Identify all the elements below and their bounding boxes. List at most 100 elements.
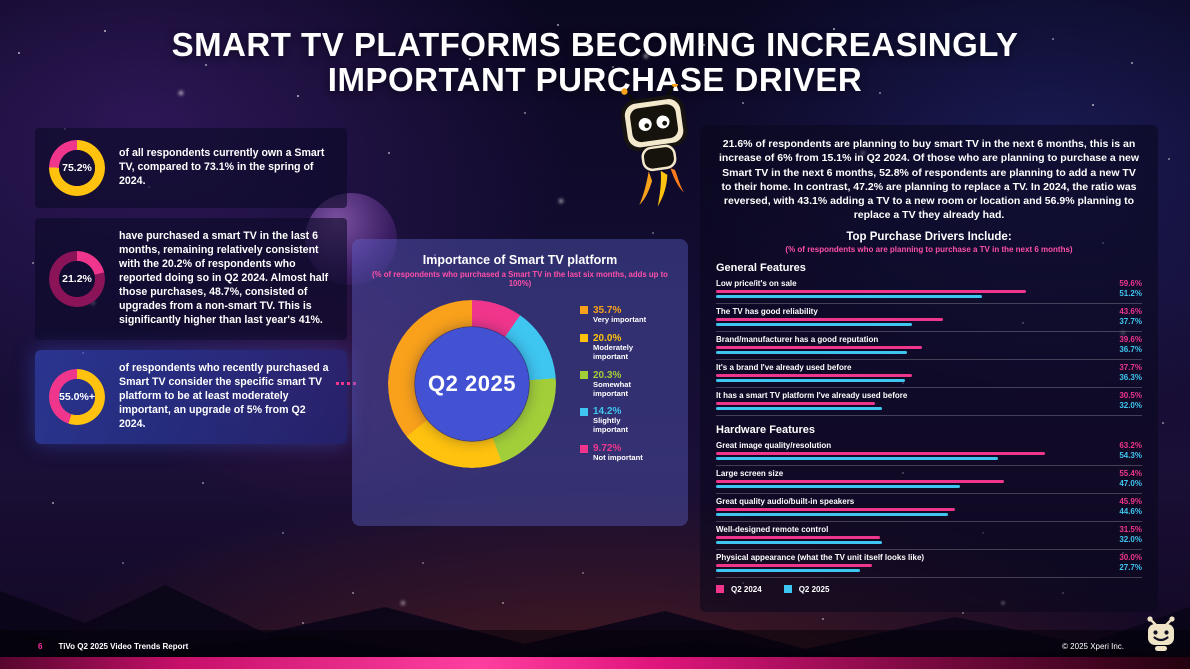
- q2-2024-legend-swatch: [716, 585, 724, 594]
- bar-item: It's a brand I've already used before 37.…: [716, 360, 1142, 388]
- intro-paragraph: 21.6% of respondents are planning to buy…: [718, 138, 1140, 222]
- bar-item-values: 30.0% 27.7%: [1119, 552, 1142, 572]
- stat-value: 55.0%+: [59, 390, 95, 403]
- bar-group-title: Hardware Features: [716, 423, 816, 436]
- bar-item-label: It's a brand I've already used before: [716, 362, 852, 372]
- page-title: SMART TV PLATFORMS BECOMING INCREASINGLY…: [0, 26, 1190, 98]
- bar-q2-2024: [716, 373, 913, 377]
- donut-chart-card: Importance of Smart TV platform (% of re…: [352, 239, 688, 526]
- bar-item-label: It has a smart TV platform I've already …: [716, 390, 908, 400]
- stat-cards: 75.2% of all respondents currently own a…: [35, 128, 347, 444]
- bar-q2-2024: [716, 507, 955, 511]
- bar-item-values: 63.2% 54.3%: [1119, 440, 1142, 460]
- purchase-drivers-panel: 21.6% of respondents are planning to buy…: [700, 125, 1158, 612]
- stat-text: of all respondents currently own a Smart…: [119, 147, 325, 187]
- bar-item-values: 59.6% 51.2%: [1119, 278, 1142, 298]
- stat-ring: [49, 250, 105, 307]
- donut-legend-value: 20.3%: [593, 369, 622, 381]
- bar-item-values: 43.6% 37.7%: [1119, 306, 1142, 326]
- tivo-robot-mascot: [620, 84, 688, 207]
- bright-stars-decoration: [0, 0, 2, 2]
- donut-legend-swatch: [580, 444, 588, 453]
- bar-q2-2025: [716, 568, 861, 572]
- donut-legend-item: 9.72% Not important: [580, 443, 657, 463]
- bar-chart: General Features Low price/it's on sale 59…: [716, 262, 1142, 578]
- donut-legend-item: 20.0% Moderately important: [580, 333, 657, 362]
- bar-item-values: 31.5% 32.0%: [1119, 524, 1142, 544]
- stat-ring: [49, 140, 105, 196]
- bar-q2-2024: [716, 451, 1045, 455]
- stat-card-purchased-last-6-months: 21.2% have purchased a smart TV in the l…: [35, 218, 347, 340]
- drivers-title: Top Purchase Drivers Include:: [846, 230, 1012, 243]
- donut-legend-label: Somewhat important: [593, 379, 631, 398]
- stat-card-own-smart-tv: 75.2% of all respondents currently own a…: [35, 128, 347, 208]
- stat-text: have purchased a smart TV in the last 6 …: [119, 230, 329, 326]
- bar-item: Large screen size 55.4% 47.0%: [716, 466, 1142, 494]
- donut-legend-value: 14.2%: [593, 406, 622, 418]
- bar-item-label: Brand/manufacturer has a good reputation: [716, 334, 879, 344]
- footer-gradient-bar: [0, 657, 1190, 669]
- q2-2025-legend-swatch: [783, 585, 792, 594]
- bar-q2-2024: [716, 479, 1004, 483]
- stat-value: 21.2%: [62, 272, 92, 285]
- donut-legend-swatch: [580, 334, 588, 343]
- stat-ring-wrap: 21.2%: [49, 250, 105, 307]
- q2-2025-legend-label: Q2 2025: [798, 584, 830, 594]
- footer: 6 TiVo Q2 2025 Video Trends Report © 202…: [0, 642, 1190, 651]
- donut-wrap: Q2 2025: [388, 300, 556, 468]
- q2-2024-legend-label: Q2 2024: [731, 584, 762, 594]
- stat-value: 75.2%: [62, 162, 92, 174]
- donut-legend-swatch: [580, 407, 588, 416]
- page-title-line2: IMPORTANT PURCHASE DRIVER: [327, 60, 863, 98]
- footer-band: [0, 630, 1190, 657]
- donut-legend-value: 20.0%: [593, 332, 622, 344]
- page-number: 6: [38, 642, 43, 651]
- bar-item-values: 37.7% 36.3%: [1119, 362, 1142, 382]
- bar-item: Low price/it's on sale 59.6% 51.2%: [716, 276, 1142, 304]
- bar-q2-2025: [716, 294, 983, 298]
- donut-legend-value: 35.7%: [593, 304, 622, 316]
- bar-q2-2025: [716, 406, 883, 410]
- bar-item-values: 30.5% 32.0%: [1119, 390, 1142, 410]
- donut-legend-label: Slightly important: [593, 416, 629, 435]
- donut-legend-item: 14.2% Slightly important: [580, 406, 657, 435]
- bar-q2-2025: [716, 378, 905, 382]
- stat-ring: [49, 368, 105, 425]
- donut-chart-subtitle: (% of respondents who purchased a Smart …: [372, 270, 668, 288]
- donut-legend-label: Moderately important: [593, 342, 634, 361]
- bar-item-label: Physical appearance (what the TV unit it…: [716, 552, 925, 562]
- bar-q2-2024: [716, 535, 880, 539]
- bar-item-label: The TV has good reliability: [716, 306, 818, 316]
- bar-item: Great image quality/resolution 63.2% 54.3%: [716, 438, 1142, 466]
- bar-q2-2024: [716, 289, 1026, 293]
- donut-legend-label: Very important: [593, 314, 647, 324]
- bar-q2-2024: [716, 317, 943, 321]
- bar-item-label: Well-designed remote control: [716, 524, 829, 534]
- copyright: © 2025 Xperi Inc.: [1062, 642, 1124, 651]
- bar-item-label: Great quality audio/built-in speakers: [716, 496, 855, 506]
- bar-q2-2025: [716, 456, 999, 460]
- bar-item: Great quality audio/built-in speakers 45.…: [716, 494, 1142, 522]
- donut-legend-item: 35.7% Very important: [580, 305, 657, 325]
- bar-q2-2024: [716, 401, 875, 405]
- donut-chart-body: Q2 2025 35.7% Very important 20.0% Moderate…: [364, 300, 676, 468]
- bar-q2-2025: [716, 540, 883, 544]
- donut-legend-item: 20.3% Somewhat important: [580, 370, 657, 399]
- bar-item-values: 55.4% 47.0%: [1119, 468, 1142, 488]
- bar-item: It has a smart TV platform I've already …: [716, 388, 1142, 416]
- stat-ring-wrap: 55.0%+: [49, 368, 105, 425]
- tivo-logo-icon: [1147, 616, 1175, 651]
- stat-ring-wrap: 75.2%: [49, 140, 105, 196]
- stat-card-platform-importance: 55.0%+ of respondents who recently purch…: [35, 349, 347, 444]
- bar-q2-2025: [716, 484, 961, 488]
- bar-item: The TV has good reliability 43.6% 37.7%: [716, 304, 1142, 332]
- donut-legend-value: 9.72%: [593, 443, 622, 455]
- bar-chart-legend: Q2 2024 Q2 2025: [716, 585, 1142, 594]
- bar-item: Physical appearance (what the TV unit it…: [716, 550, 1142, 578]
- bar-q2-2024: [716, 345, 923, 349]
- page-title-line1: SMART TV PLATFORMS BECOMING INCREASINGLY: [171, 26, 1019, 63]
- donut-legend-swatch: [580, 306, 588, 315]
- donut-center-label: Q2 2025: [415, 327, 529, 441]
- stat-text: of respondents who recently purchased a …: [119, 361, 329, 430]
- bar-item-label: Great image quality/resolution: [716, 440, 832, 450]
